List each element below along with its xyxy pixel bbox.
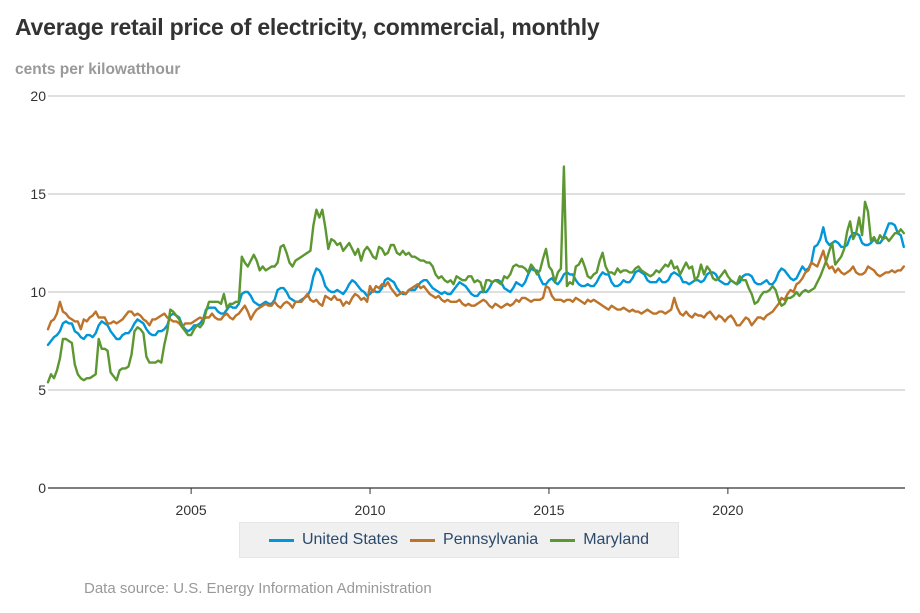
y-tick-label: 10 xyxy=(30,284,46,300)
series-line-pennsylvania[interactable] xyxy=(46,249,905,331)
y-tick-label: 15 xyxy=(30,186,46,202)
x-tick-label: 2020 xyxy=(712,502,743,518)
data-source-note: Data source: U.S. Energy Information Adm… xyxy=(84,580,432,597)
series-line-united-states[interactable] xyxy=(46,222,905,347)
x-axis: 2005 2010 2015 2020 xyxy=(48,487,905,518)
legend-swatch-united-states xyxy=(268,538,294,542)
x-tick-label: 2010 xyxy=(354,502,385,518)
x-tick-label: 2015 xyxy=(533,502,564,518)
y-tick-label: 0 xyxy=(38,480,46,496)
legend-item-pennsylvania[interactable]: Pennsylvania xyxy=(410,531,538,549)
legend-swatch-maryland xyxy=(550,538,576,542)
y-tick-label: 20 xyxy=(30,88,46,104)
y-axis: 0 5 10 15 20 xyxy=(30,88,46,496)
series-lines xyxy=(46,165,905,384)
y-tick-label: 5 xyxy=(38,382,46,398)
x-tick-label: 2005 xyxy=(176,502,207,518)
legend: United States Pennsylvania Maryland xyxy=(239,522,679,558)
chart-title: Average retail price of electricity, com… xyxy=(15,14,600,40)
y-axis-unit-label: cents per kilowatthour xyxy=(15,61,181,78)
series-line-maryland[interactable] xyxy=(46,165,905,384)
legend-label: Maryland xyxy=(583,531,650,548)
legend-item-united-states[interactable]: United States xyxy=(268,531,399,549)
gridlines xyxy=(48,95,905,391)
legend-swatch-pennsylvania xyxy=(410,538,436,542)
legend-label: United States xyxy=(301,531,399,548)
legend-item-maryland[interactable]: Maryland xyxy=(550,531,649,549)
legend-label: Pennsylvania xyxy=(443,531,539,548)
